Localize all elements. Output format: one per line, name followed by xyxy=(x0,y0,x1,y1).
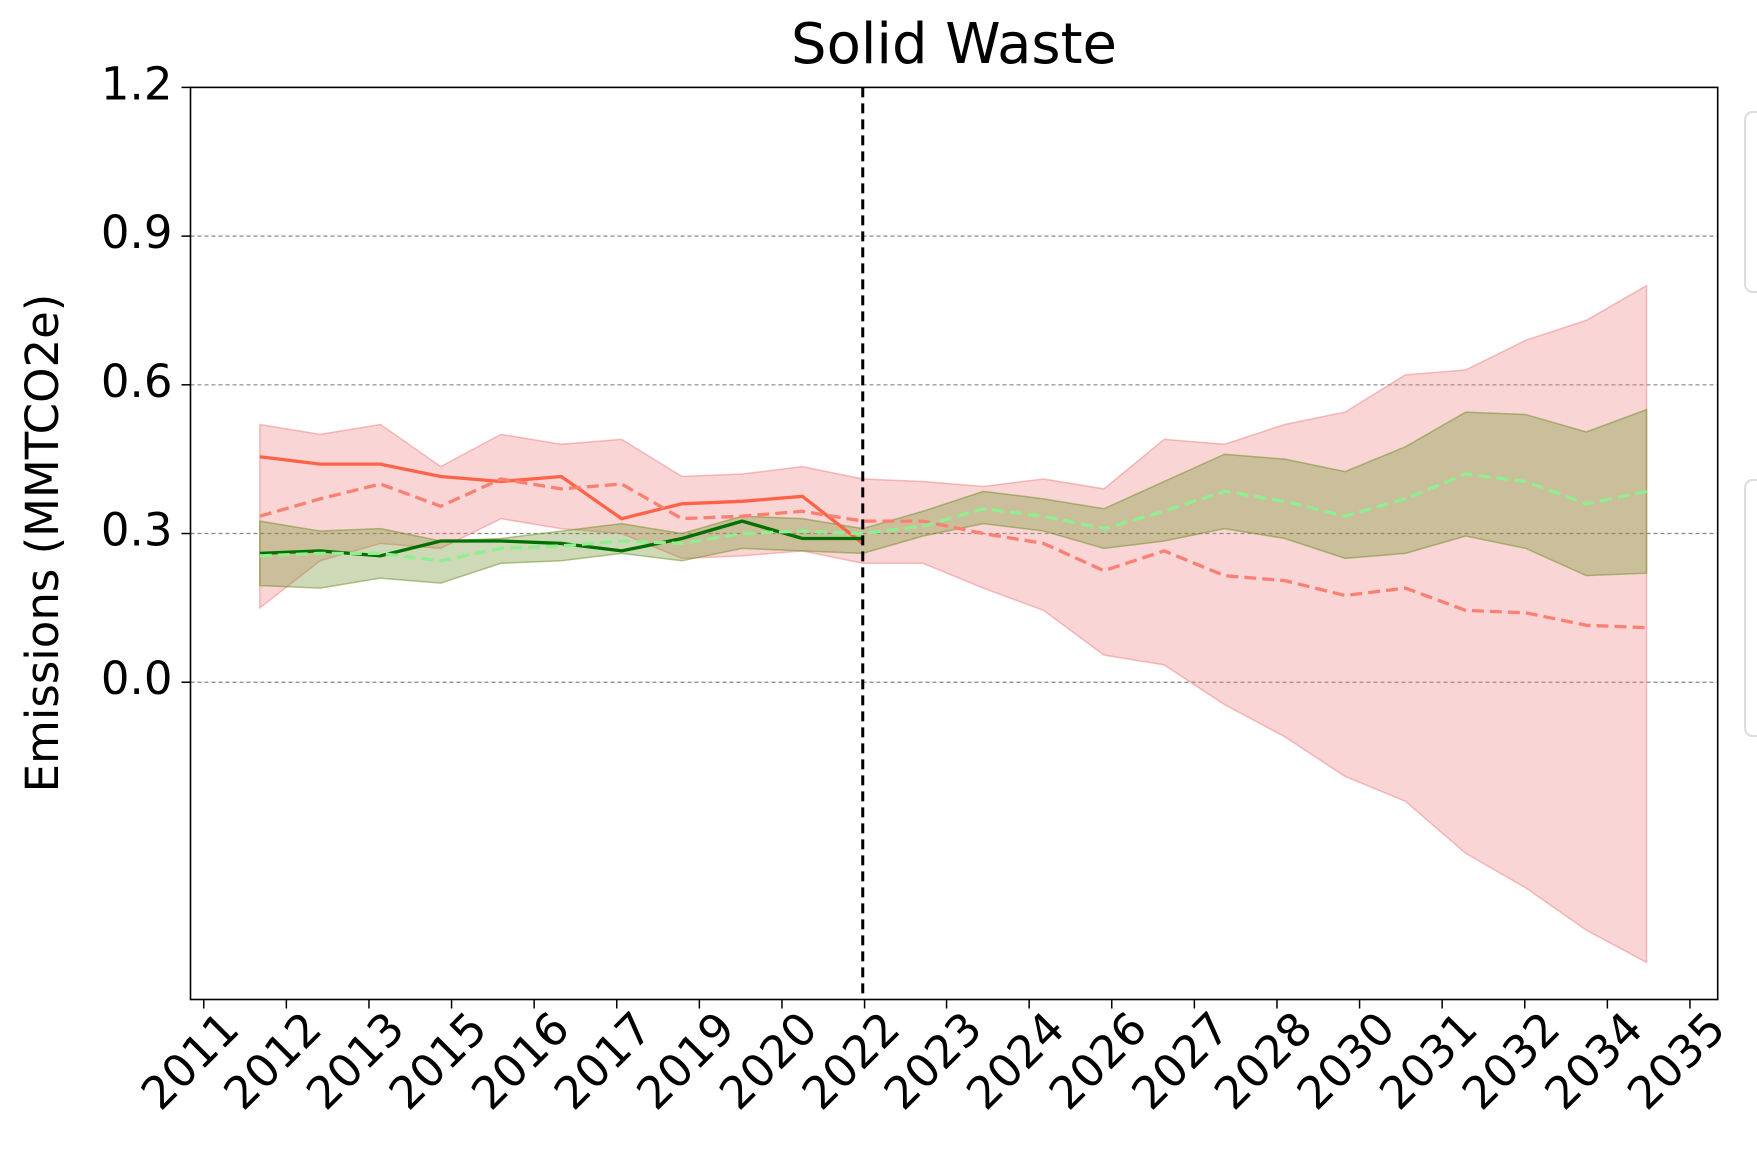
line xyxy=(259,472,1647,563)
confidence-band xyxy=(259,284,1648,964)
x-tick-label: 2012 xyxy=(213,1002,331,1120)
x-tick-label: 2030 xyxy=(1287,1002,1405,1120)
x-tick-label: 2023 xyxy=(874,1002,992,1120)
chart-title: Solid Waste xyxy=(791,12,1117,77)
x-tick-label: 2031 xyxy=(1369,1002,1487,1120)
y-tick-label: 0.3 xyxy=(101,504,173,557)
x-tick-label: 2035 xyxy=(1617,1002,1735,1120)
x-tick-label: 2011 xyxy=(131,1002,249,1120)
x-tick-label: 2034 xyxy=(1534,1002,1652,1120)
x-tick-label: 2015 xyxy=(379,1002,497,1120)
plot-frame xyxy=(189,86,1719,1001)
line xyxy=(259,455,864,545)
y-tick-label: 1.2 xyxy=(101,57,173,110)
legend-box xyxy=(1744,111,1757,293)
y-tick-label: 0.9 xyxy=(101,206,173,259)
y-tick-label: 0.0 xyxy=(101,652,173,705)
y-tick-label: 0.6 xyxy=(101,355,173,408)
x-tick-label: 2028 xyxy=(1204,1002,1322,1120)
x-tick-label: 2020 xyxy=(709,1002,827,1120)
x-tick-label: 2016 xyxy=(461,1002,579,1120)
x-tick-label: 2024 xyxy=(956,1002,1074,1120)
x-tick-label: 2017 xyxy=(544,1002,662,1120)
x-tick-label: 2026 xyxy=(1039,1002,1157,1120)
x-tick-label: 2032 xyxy=(1452,1002,1570,1120)
x-tick-label: 2019 xyxy=(626,1002,744,1120)
x-tick-label: 2013 xyxy=(296,1002,414,1120)
line xyxy=(259,477,1647,630)
y-axis-label: Emissions (MMTCO2e) xyxy=(16,294,69,793)
x-tick-label: 2027 xyxy=(1121,1002,1239,1120)
legend-box xyxy=(1744,479,1757,737)
